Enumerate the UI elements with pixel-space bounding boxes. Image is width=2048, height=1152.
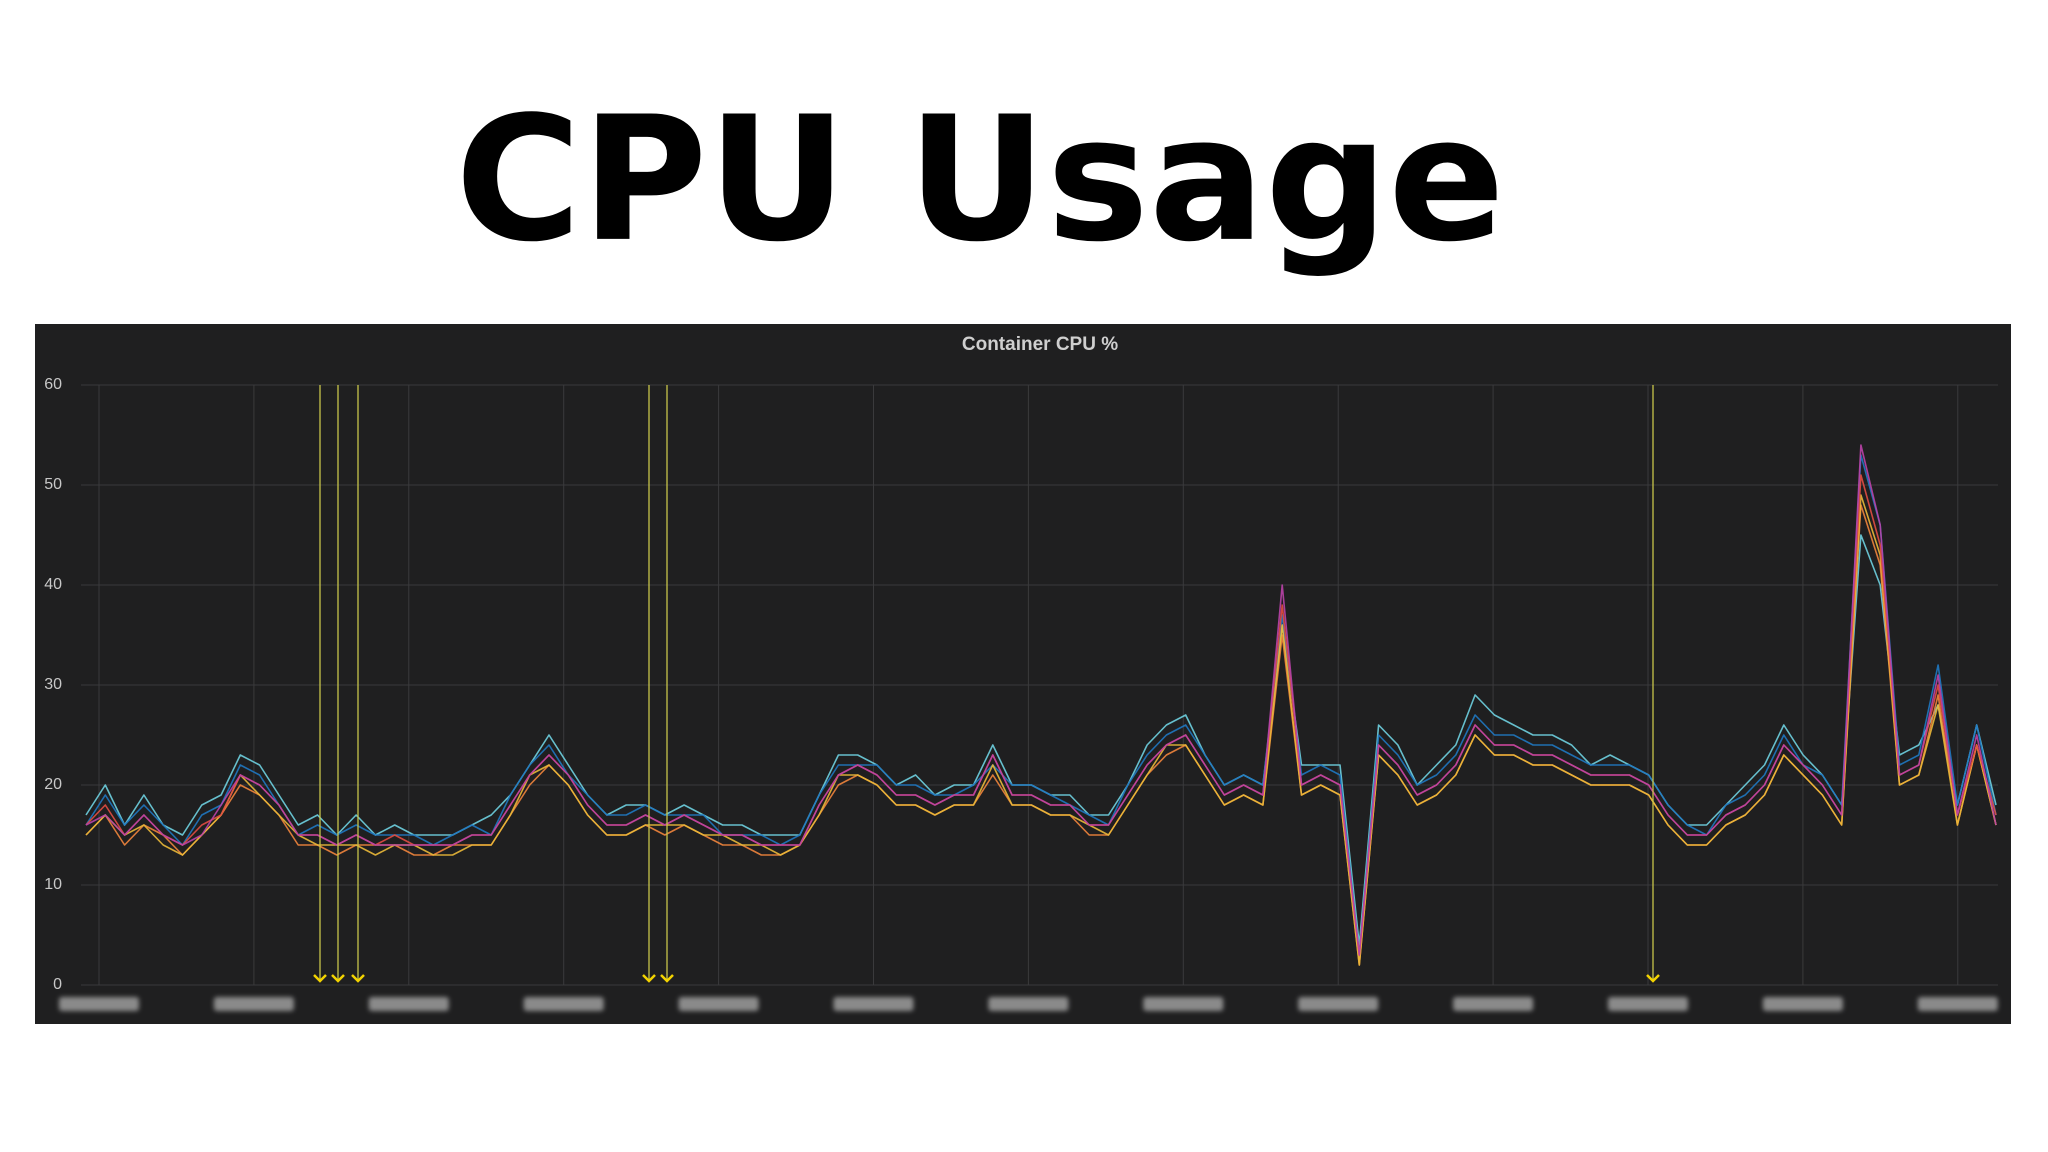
slide-title: CPU Usage [455,79,1505,280]
x-label-blur [988,997,1069,1011]
x-label-blur [833,997,914,1011]
x-label-blur [1917,997,1998,1011]
x-label-blur [523,997,604,1011]
x-label-blur [678,997,759,1011]
x-label-blur [1608,997,1688,1011]
x-label-blur [1762,997,1843,1011]
annotation-marker [1646,974,1660,983]
y-tick-label: 50 [44,476,62,493]
annotation-marker [660,974,674,983]
annotation-marker [331,974,345,983]
annotation-marker [642,974,656,983]
y-tick-label: 60 [44,376,62,393]
annotation-marker [351,974,365,983]
chart-panel [35,324,2011,1024]
series-line [85,444,1997,956]
y-tick-label: 30 [44,676,62,693]
x-label-blur [1298,997,1379,1011]
x-label-blur [1143,997,1224,1011]
x-label-blur [1453,997,1534,1011]
x-label-blur [368,997,449,1011]
series-line [85,454,1997,956]
y-tick-label: 10 [44,876,62,893]
y-tick-label: 0 [53,976,62,993]
x-axis-labels-blurred [59,997,1998,1011]
chart-title: Container CPU % [962,334,1118,355]
annotation-marker [313,974,327,983]
x-label-blur [59,997,139,1011]
y-tick-label: 40 [44,576,62,593]
annotations [313,385,1660,983]
x-label-blur [213,997,294,1011]
plot: 0 10 20 30 40 50 60 [44,376,1998,993]
y-tick-label: 20 [44,776,62,793]
